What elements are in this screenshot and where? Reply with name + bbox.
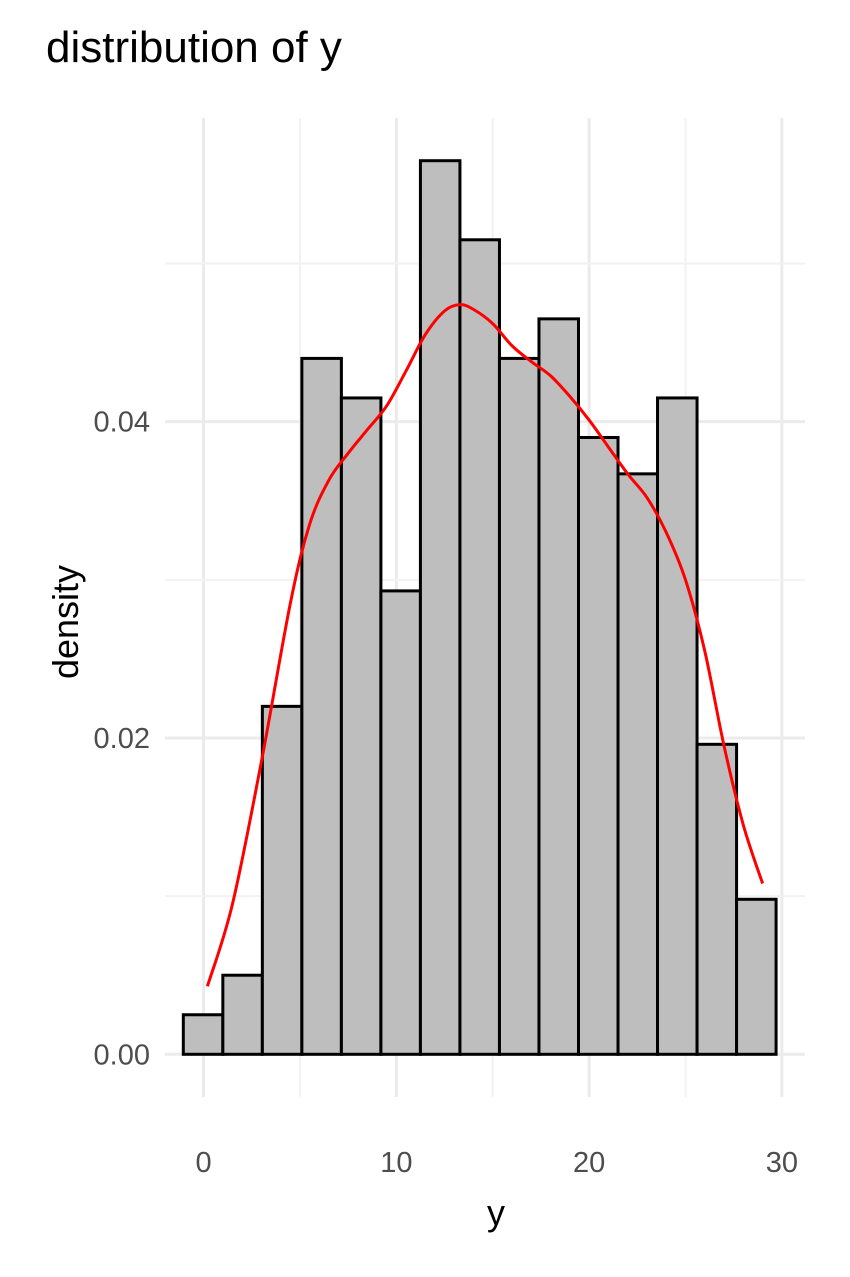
histogram-bar <box>379 589 422 1056</box>
histogram-bars <box>181 159 778 1056</box>
x-tick-label: 30 <box>766 1147 798 1179</box>
histogram-bar <box>497 356 541 1056</box>
histogram-bar <box>695 742 739 1056</box>
x-axis-ticks: 0 10 20 30 <box>195 1147 798 1179</box>
chart-title: distribution of y <box>46 23 342 72</box>
histogram-bar <box>656 396 699 1056</box>
density-curve <box>205 303 765 987</box>
histogram-bar <box>300 356 343 1056</box>
x-tick-label: 0 <box>195 1147 211 1179</box>
y-axis-title: density <box>45 565 86 679</box>
x-tick-label: 20 <box>573 1147 605 1179</box>
y-axis-ticks: 0.00 0.02 0.04 <box>94 407 150 1072</box>
histogram-bar <box>616 472 660 1056</box>
x-axis-title: y <box>487 1192 505 1233</box>
y-tick-label: 0.00 <box>94 1039 150 1071</box>
y-tick-label: 0.02 <box>94 723 150 755</box>
histogram-bar <box>735 897 778 1056</box>
histogram-bar <box>458 238 501 1056</box>
histogram-bar <box>181 1013 225 1056</box>
histogram-bar <box>576 435 620 1056</box>
histogram-bar <box>418 159 462 1056</box>
histogram-bar <box>537 317 580 1056</box>
y-tick-label: 0.04 <box>94 407 150 439</box>
histogram-bar <box>260 704 304 1056</box>
x-tick-label: 10 <box>380 1147 412 1179</box>
histogram-bar <box>339 396 383 1056</box>
histogram-bar <box>221 973 264 1056</box>
